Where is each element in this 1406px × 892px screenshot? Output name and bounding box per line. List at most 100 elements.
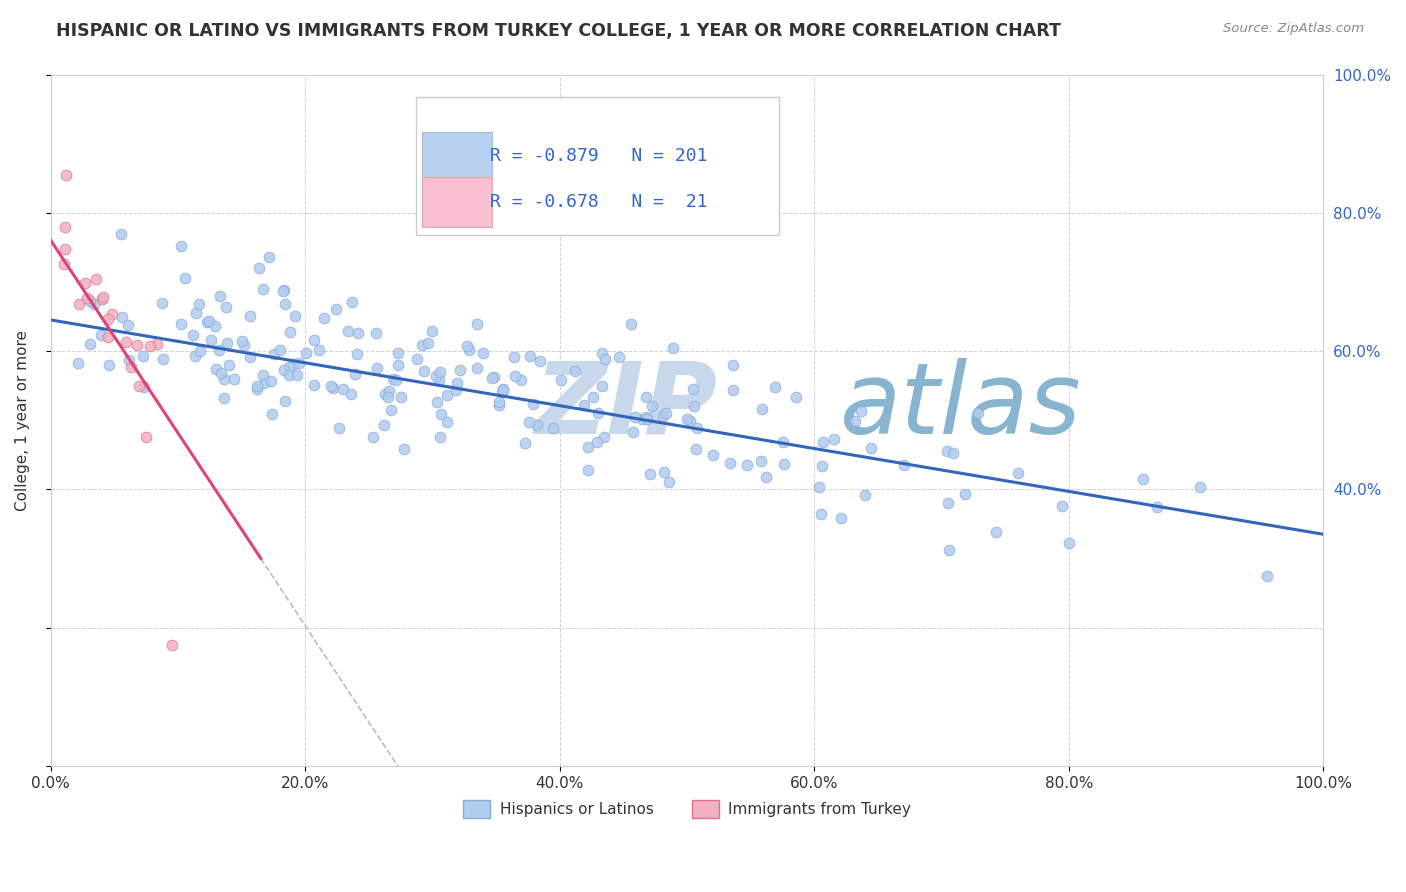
Point bbox=[118, 352, 141, 367]
Point bbox=[83, 297, 105, 311]
Point bbox=[285, 368, 308, 382]
Point bbox=[217, 335, 239, 350]
Point bbox=[273, 363, 295, 377]
Point bbox=[115, 334, 138, 349]
FancyBboxPatch shape bbox=[422, 132, 492, 182]
Point bbox=[595, 352, 617, 367]
Point bbox=[718, 457, 741, 471]
Point bbox=[325, 302, 347, 317]
Point bbox=[252, 368, 274, 383]
Point bbox=[346, 346, 368, 360]
Point bbox=[751, 401, 773, 416]
Point bbox=[425, 369, 447, 384]
Point bbox=[502, 351, 524, 365]
Point bbox=[936, 496, 959, 510]
Point bbox=[492, 383, 515, 397]
Point bbox=[942, 445, 965, 459]
Point bbox=[418, 336, 440, 351]
Point bbox=[98, 358, 121, 372]
Point bbox=[456, 339, 478, 353]
Point bbox=[214, 300, 236, 314]
Point bbox=[91, 290, 114, 304]
Point bbox=[586, 406, 609, 420]
Point bbox=[465, 361, 488, 376]
Point bbox=[259, 250, 281, 264]
Point bbox=[661, 341, 683, 355]
Point bbox=[328, 421, 350, 435]
Point bbox=[446, 376, 468, 390]
Point bbox=[222, 371, 245, 385]
Point bbox=[131, 350, 153, 364]
Legend: Hispanics or Latinos, Immigrants from Turkey: Hispanics or Latinos, Immigrants from Tu… bbox=[457, 794, 917, 824]
Point bbox=[273, 283, 295, 297]
Point bbox=[658, 475, 681, 489]
Y-axis label: College, 1 year or more: College, 1 year or more bbox=[15, 330, 30, 511]
Point bbox=[893, 458, 915, 472]
Point bbox=[231, 334, 253, 349]
Point bbox=[808, 480, 831, 494]
Point bbox=[181, 328, 204, 343]
Point bbox=[685, 442, 707, 457]
Point bbox=[1007, 466, 1029, 480]
Point bbox=[853, 488, 876, 502]
Point bbox=[274, 297, 297, 311]
Point bbox=[472, 346, 495, 360]
Point bbox=[541, 421, 564, 435]
Point bbox=[481, 371, 503, 385]
Point bbox=[634, 410, 657, 425]
Point bbox=[239, 350, 262, 364]
Point bbox=[676, 412, 699, 426]
Point bbox=[321, 378, 343, 392]
Point bbox=[287, 356, 309, 370]
Point bbox=[591, 345, 613, 359]
Point bbox=[938, 543, 960, 558]
Point bbox=[79, 336, 101, 351]
Point bbox=[97, 311, 120, 326]
Point bbox=[773, 457, 796, 471]
Point bbox=[53, 242, 76, 256]
Point bbox=[436, 415, 458, 429]
Point bbox=[260, 407, 283, 421]
Point bbox=[366, 360, 388, 375]
Point bbox=[332, 382, 354, 396]
Point bbox=[631, 411, 654, 425]
Point bbox=[492, 382, 515, 396]
Point bbox=[218, 358, 240, 372]
Point bbox=[169, 318, 191, 332]
Point bbox=[640, 467, 662, 482]
Point bbox=[188, 344, 211, 359]
Point bbox=[429, 430, 451, 444]
Point bbox=[859, 442, 882, 456]
Point bbox=[120, 359, 142, 374]
Point bbox=[79, 293, 101, 308]
Point bbox=[811, 459, 834, 474]
Point bbox=[582, 390, 605, 404]
Point bbox=[274, 393, 297, 408]
Point bbox=[420, 324, 443, 338]
Point bbox=[1146, 500, 1168, 514]
Text: R = -0.678   N =  21: R = -0.678 N = 21 bbox=[489, 193, 707, 211]
Point bbox=[212, 391, 235, 405]
Point bbox=[277, 359, 299, 374]
Point bbox=[1052, 500, 1074, 514]
Point bbox=[278, 368, 301, 382]
Point bbox=[55, 168, 77, 182]
Point bbox=[823, 432, 845, 446]
Point bbox=[488, 395, 510, 409]
Point bbox=[751, 454, 773, 468]
Point bbox=[1132, 472, 1154, 486]
Point bbox=[211, 366, 233, 380]
Point bbox=[682, 382, 704, 396]
Point bbox=[252, 282, 274, 296]
Point bbox=[519, 416, 541, 430]
Point bbox=[67, 356, 90, 370]
Point bbox=[574, 398, 596, 412]
Point bbox=[343, 367, 366, 381]
Text: ZIP: ZIP bbox=[534, 358, 717, 455]
Point bbox=[721, 358, 744, 372]
Point bbox=[90, 293, 112, 307]
Point bbox=[200, 333, 222, 347]
Point bbox=[187, 297, 209, 311]
Point bbox=[641, 399, 664, 413]
Point bbox=[361, 430, 384, 444]
